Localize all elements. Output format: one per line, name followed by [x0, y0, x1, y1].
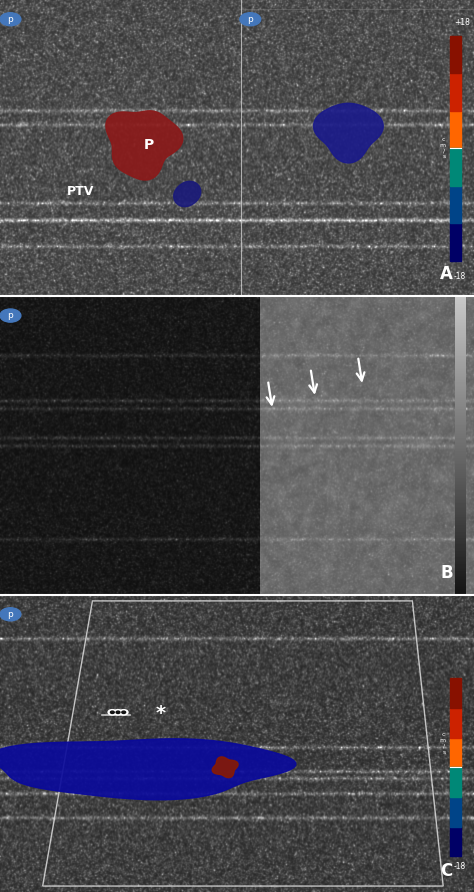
Text: *: *	[156, 705, 166, 723]
Circle shape	[0, 309, 21, 322]
Bar	[450, 186, 461, 223]
Circle shape	[0, 607, 21, 621]
Text: p: p	[8, 610, 13, 619]
Circle shape	[108, 710, 117, 715]
Bar	[450, 738, 461, 767]
Polygon shape	[173, 181, 201, 207]
Bar	[450, 797, 461, 827]
Text: C: C	[440, 863, 453, 880]
Bar	[450, 148, 461, 186]
Polygon shape	[212, 757, 238, 778]
Bar	[450, 73, 461, 111]
Text: A: A	[440, 265, 453, 283]
Bar	[450, 111, 461, 148]
Bar	[450, 827, 461, 856]
Circle shape	[122, 711, 126, 714]
Text: PTV: PTV	[67, 185, 94, 197]
Circle shape	[0, 12, 21, 26]
Polygon shape	[106, 111, 183, 180]
Bar	[450, 223, 461, 260]
Text: p: p	[8, 311, 13, 320]
Text: P: P	[144, 138, 155, 153]
Bar	[450, 678, 461, 708]
Circle shape	[114, 710, 122, 715]
Text: -18: -18	[454, 863, 466, 871]
Bar	[450, 767, 461, 797]
Circle shape	[240, 12, 261, 26]
Circle shape	[110, 711, 114, 714]
Bar	[450, 708, 461, 738]
Text: c
m
/
s: c m / s	[439, 732, 446, 755]
Text: -18: -18	[454, 272, 466, 282]
Circle shape	[119, 710, 128, 715]
Bar	[450, 36, 461, 73]
Text: p: p	[8, 15, 13, 24]
Polygon shape	[0, 739, 296, 800]
Text: +18: +18	[454, 18, 470, 27]
Polygon shape	[313, 103, 383, 163]
Text: c
m
/
s: c m / s	[439, 136, 446, 160]
Text: B: B	[440, 564, 453, 582]
Circle shape	[116, 711, 120, 714]
Text: p: p	[247, 15, 253, 24]
